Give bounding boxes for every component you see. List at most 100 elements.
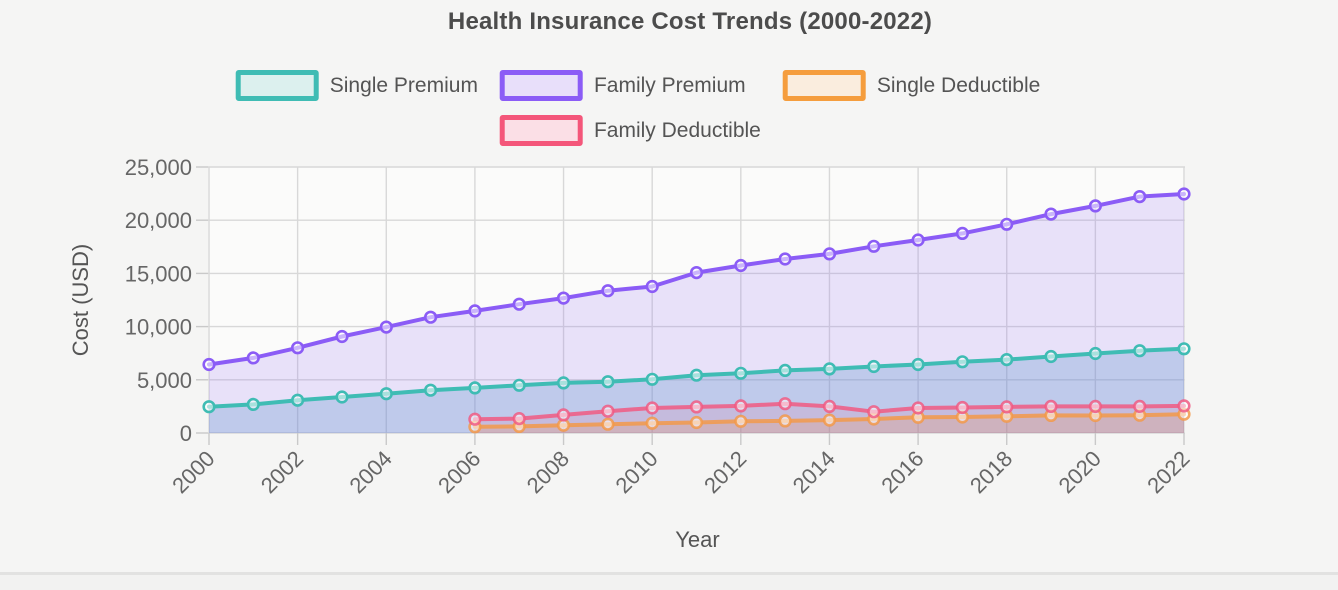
data-point[interactable] (1088, 199, 1102, 213)
x-tick-label: 2008 (522, 446, 574, 498)
data-point[interactable] (955, 355, 970, 369)
data-point[interactable] (645, 416, 659, 430)
data-point[interactable] (689, 368, 704, 382)
data-point[interactable] (734, 366, 748, 380)
data-point[interactable] (246, 397, 260, 412)
data-point[interactable] (556, 408, 571, 422)
legend-swatch-single-premium-icon (235, 70, 319, 101)
data-point[interactable] (867, 405, 881, 419)
y-tick-label: 25,000 (125, 155, 192, 180)
data-point[interactable] (1000, 217, 1014, 231)
y-tick-label: 10,000 (125, 315, 192, 340)
data-point[interactable] (424, 310, 438, 324)
x-tick-label: 2004 (345, 446, 397, 498)
legend-label-family-deductible: Family Deductible (593, 118, 761, 142)
legend-item-single-premium[interactable]: Single Premium (235, 70, 478, 101)
data-point[interactable] (424, 383, 438, 397)
data-point[interactable] (955, 400, 970, 415)
data-point[interactable] (822, 362, 837, 376)
data-point[interactable] (645, 401, 659, 415)
data-point[interactable] (601, 284, 615, 298)
legend-item-family-premium[interactable]: Family Premium (499, 70, 761, 101)
data-point[interactable] (911, 357, 925, 372)
data-point[interactable] (955, 226, 970, 240)
legend-swatch-family-deductible-icon (499, 115, 583, 146)
legend-swatch-family-premium-icon (499, 70, 583, 101)
data-point[interactable] (778, 363, 792, 378)
bottom-strip (0, 575, 1338, 590)
data-point[interactable] (911, 401, 925, 415)
data-point[interactable] (734, 414, 748, 428)
data-point[interactable] (601, 375, 615, 389)
bottom-divider (0, 572, 1338, 575)
data-point[interactable] (1044, 399, 1058, 414)
data-point[interactable] (1044, 349, 1058, 364)
legend-item-single-deductible[interactable]: Single Deductible (782, 70, 1040, 101)
data-point[interactable] (867, 359, 881, 374)
data-point[interactable] (1177, 342, 1191, 356)
data-point[interactable] (1044, 207, 1058, 221)
data-point[interactable] (291, 341, 305, 355)
data-point[interactable] (1000, 400, 1014, 414)
x-axis-title: Year (675, 527, 719, 552)
data-point[interactable] (379, 387, 393, 401)
data-point[interactable] (867, 239, 881, 253)
data-point[interactable] (1177, 399, 1191, 413)
data-point[interactable] (1177, 187, 1191, 201)
data-point[interactable] (1000, 353, 1014, 367)
data-point[interactable] (512, 378, 526, 392)
data-point[interactable] (822, 413, 837, 427)
data-point[interactable] (778, 252, 792, 266)
data-point[interactable] (778, 414, 792, 428)
data-point[interactable] (202, 400, 216, 414)
data-point[interactable] (911, 233, 925, 247)
series-area (209, 194, 1184, 433)
data-point[interactable] (645, 279, 659, 294)
x-tick-label: 2012 (699, 446, 751, 498)
data-point[interactable] (512, 297, 526, 311)
data-point[interactable] (1133, 344, 1147, 358)
data-point[interactable] (734, 258, 748, 273)
data-point[interactable] (689, 266, 704, 280)
data-point[interactable] (556, 291, 571, 305)
series-area (209, 348, 1184, 433)
y-tick-label: 20,000 (125, 208, 192, 233)
data-point[interactable] (601, 417, 615, 431)
data-point[interactable] (822, 399, 837, 414)
data-point[interactable] (468, 381, 482, 395)
legend-label-family-premium: Family Premium (593, 73, 746, 97)
data-point[interactable] (645, 372, 659, 386)
x-tick-label: 2006 (433, 446, 485, 498)
data-point[interactable] (335, 329, 349, 344)
x-tick-label: 2016 (876, 446, 928, 498)
data-point[interactable] (1133, 190, 1147, 204)
data-point[interactable] (246, 351, 260, 365)
data-point[interactable] (379, 320, 393, 334)
data-point[interactable] (689, 415, 704, 430)
legend-item-family-deductible[interactable]: Family Deductible (499, 115, 761, 146)
data-point[interactable] (601, 404, 615, 418)
data-point[interactable] (734, 399, 748, 413)
x-tick-label: 2020 (1054, 446, 1106, 498)
data-point[interactable] (335, 390, 349, 404)
data-point[interactable] (202, 357, 216, 372)
data-point[interactable] (468, 412, 482, 426)
data-point[interactable] (512, 412, 526, 426)
x-tick-label: 2014 (788, 446, 840, 498)
data-point[interactable] (1133, 399, 1147, 414)
data-point[interactable] (822, 247, 837, 261)
y-tick-label: 5,000 (137, 368, 192, 393)
y-axis-title: Cost (USD) (68, 244, 93, 356)
data-point[interactable] (778, 397, 792, 411)
data-point[interactable] (291, 393, 305, 407)
data-point[interactable] (1088, 399, 1102, 414)
data-point[interactable] (468, 304, 482, 318)
x-tick-label: 2022 (1142, 446, 1194, 498)
data-point[interactable] (1088, 346, 1102, 361)
data-point[interactable] (556, 376, 571, 390)
data-point[interactable] (689, 400, 704, 414)
legend-swatch-single-deductible-icon (782, 70, 866, 101)
x-tick-label: 2010 (610, 446, 662, 498)
